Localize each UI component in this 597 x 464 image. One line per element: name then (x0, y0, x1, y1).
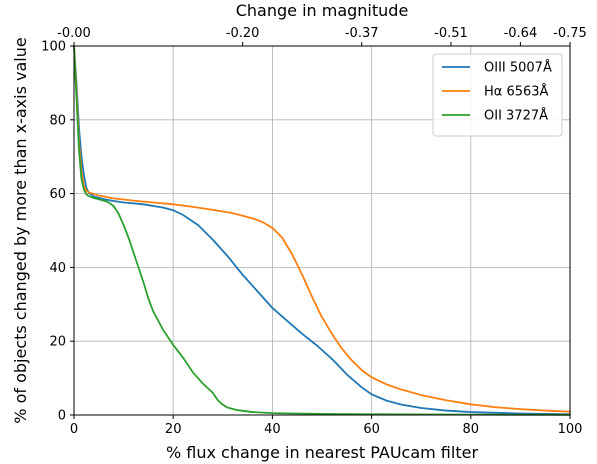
y-tick-label: 40 (49, 261, 66, 276)
x-tick-label: 0 (70, 422, 78, 437)
top-tick-label: -0.51 (434, 26, 468, 41)
top-axis-title: Change in magnitude (236, 1, 409, 20)
x-tick-label: 80 (463, 422, 480, 437)
series-line-3 (73, 45, 571, 416)
top-tick-label: -0.00 (57, 26, 91, 41)
y-tick-label: 100 (41, 40, 66, 55)
x-axis-ticks: 0 20 40 60 80 100 (70, 415, 583, 437)
y-tick-label: 60 (49, 187, 66, 202)
top-tick-label: -0.20 (226, 26, 260, 41)
y-tick-label: 20 (49, 335, 66, 350)
series-line-2 (73, 45, 571, 413)
top-axis-ticks: -0.00 -0.20 -0.37 -0.51 -0.64 -0.75 (57, 26, 587, 46)
legend-label-1: OIII 5007Å (484, 60, 552, 76)
series-group (73, 45, 571, 416)
plot-area-frame (73, 45, 571, 416)
x-axis-title: % flux change in nearest PAUcam filter (166, 443, 478, 462)
legend: OIII 5007Å Hα 6563Å OII 3727Å (432, 53, 563, 137)
legend-label-3: OII 3727Å (484, 108, 548, 124)
y-axis-title: % of objects changed by more than x-axis… (11, 37, 30, 423)
y-axis-ticks: 0 20 40 60 80 100 (41, 40, 74, 424)
top-tick-label: -0.37 (345, 26, 379, 41)
legend-label-2: Hα 6563Å (484, 84, 549, 100)
top-tick-label: -0.75 (553, 26, 587, 41)
x-tick-label: 60 (363, 422, 380, 437)
x-tick-label: 40 (264, 422, 281, 437)
x-tick-label: 20 (165, 422, 182, 437)
y-tick-label: 80 (49, 113, 66, 128)
x-tick-label: 100 (558, 422, 583, 437)
y-tick-label: 0 (58, 409, 66, 424)
top-tick-label: -0.64 (504, 26, 538, 41)
